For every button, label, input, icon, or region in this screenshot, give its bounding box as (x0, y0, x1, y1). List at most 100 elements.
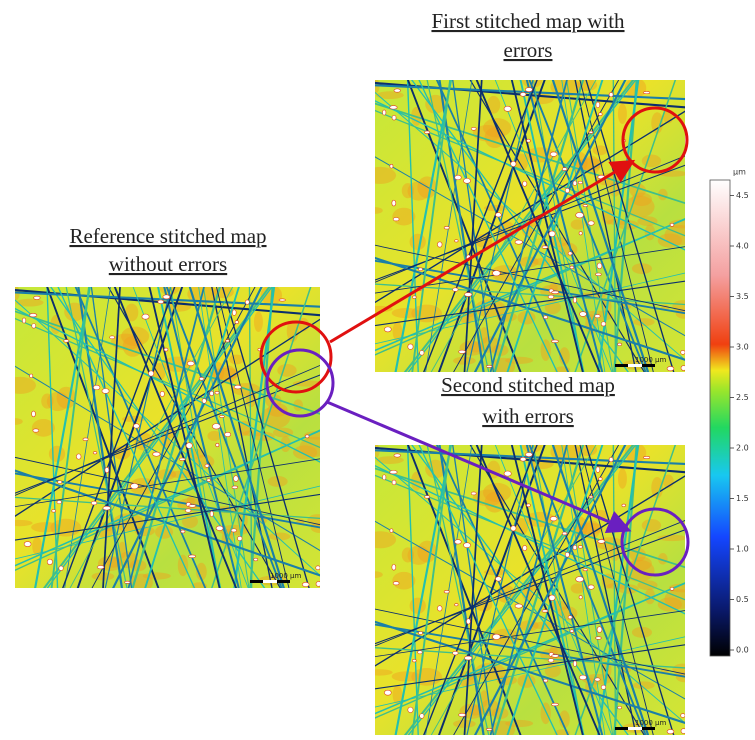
orange-spot (672, 663, 685, 676)
scratch (463, 445, 483, 735)
scale-label: 1000 µm (635, 719, 666, 727)
scratch (561, 80, 606, 372)
pore (234, 320, 239, 324)
pore (391, 564, 397, 571)
scratch (494, 80, 613, 372)
pore (204, 463, 210, 468)
pore (543, 678, 549, 683)
pore (124, 580, 131, 584)
pore (569, 265, 575, 270)
orange-spot (15, 298, 44, 307)
scratch (15, 469, 320, 577)
pore (391, 115, 397, 121)
scratch (221, 287, 310, 588)
pore (301, 582, 310, 587)
scratch (57, 287, 196, 588)
orange-spot (292, 445, 318, 460)
purple-circle (265, 348, 335, 418)
pore (643, 456, 651, 459)
orange-spot (219, 365, 237, 385)
scratch (375, 155, 685, 283)
pore (452, 651, 459, 656)
orange-spot (641, 518, 662, 532)
pore (547, 658, 555, 663)
scratch (585, 445, 675, 735)
scratch (113, 287, 238, 588)
orange-spot (624, 195, 655, 218)
pore (680, 728, 685, 734)
orange-spot (483, 204, 508, 212)
pore (159, 391, 165, 397)
scratch (423, 445, 538, 735)
scratch (375, 520, 685, 647)
scratch (163, 287, 240, 588)
scratch (425, 80, 473, 372)
pore (214, 391, 220, 395)
pore (666, 366, 675, 372)
scratch (407, 445, 522, 735)
orange-spot (392, 322, 403, 341)
pore (58, 565, 64, 571)
pore (278, 298, 286, 302)
pore (486, 728, 493, 731)
pore (29, 313, 38, 318)
scratch (112, 287, 263, 588)
pore (419, 713, 425, 719)
orange-spot (375, 456, 404, 464)
colorbar-tick-label: 3.0 (736, 343, 749, 352)
pore (588, 495, 594, 499)
scratch (579, 445, 654, 735)
pore (82, 437, 89, 441)
pore (582, 568, 589, 572)
pore (185, 508, 192, 513)
scratch (525, 445, 604, 735)
scratch (157, 287, 222, 588)
orange-spot (292, 380, 320, 387)
scratch (394, 80, 453, 372)
pore (104, 466, 110, 474)
pore (29, 373, 34, 379)
scratch (551, 445, 650, 735)
orange-spot (570, 219, 585, 230)
scratch (489, 80, 568, 372)
pore (237, 535, 243, 541)
pore (389, 470, 398, 475)
pore (564, 187, 570, 194)
pore (595, 272, 602, 276)
pore (215, 443, 220, 448)
scratch (34, 287, 91, 588)
pore (209, 390, 214, 397)
scratch (132, 287, 249, 588)
orange-spot (540, 339, 551, 361)
scratch (375, 644, 685, 690)
map-title: errors (504, 38, 553, 62)
orange-spot (483, 569, 508, 576)
pore (495, 212, 502, 218)
orange-spot (544, 300, 561, 315)
pore (157, 299, 164, 305)
colorbar-tick-label: 4.5 (736, 191, 749, 200)
pore (224, 431, 232, 437)
pore (93, 384, 101, 391)
scratch (466, 80, 534, 372)
pore (596, 626, 603, 633)
orange-spot (207, 430, 222, 442)
scratch (463, 80, 483, 372)
orange-spot (517, 674, 536, 688)
pore (492, 270, 501, 277)
colorbar: µm 0.0 0.5 1.0 1.5 2.0 2.5 3.0 3.5 4.0 4.5 (709, 168, 749, 657)
orange-spot (375, 166, 397, 184)
pore (215, 525, 224, 531)
pore (567, 251, 573, 256)
pore (503, 105, 512, 112)
pore (463, 542, 471, 548)
pore (458, 712, 466, 717)
pore (152, 451, 161, 457)
pore (458, 349, 466, 354)
orange-spot (631, 556, 652, 571)
scratch (375, 246, 685, 294)
orange-spot (617, 468, 627, 489)
orange-spot (253, 431, 275, 442)
pore (389, 164, 394, 169)
orange-spot (134, 432, 154, 451)
